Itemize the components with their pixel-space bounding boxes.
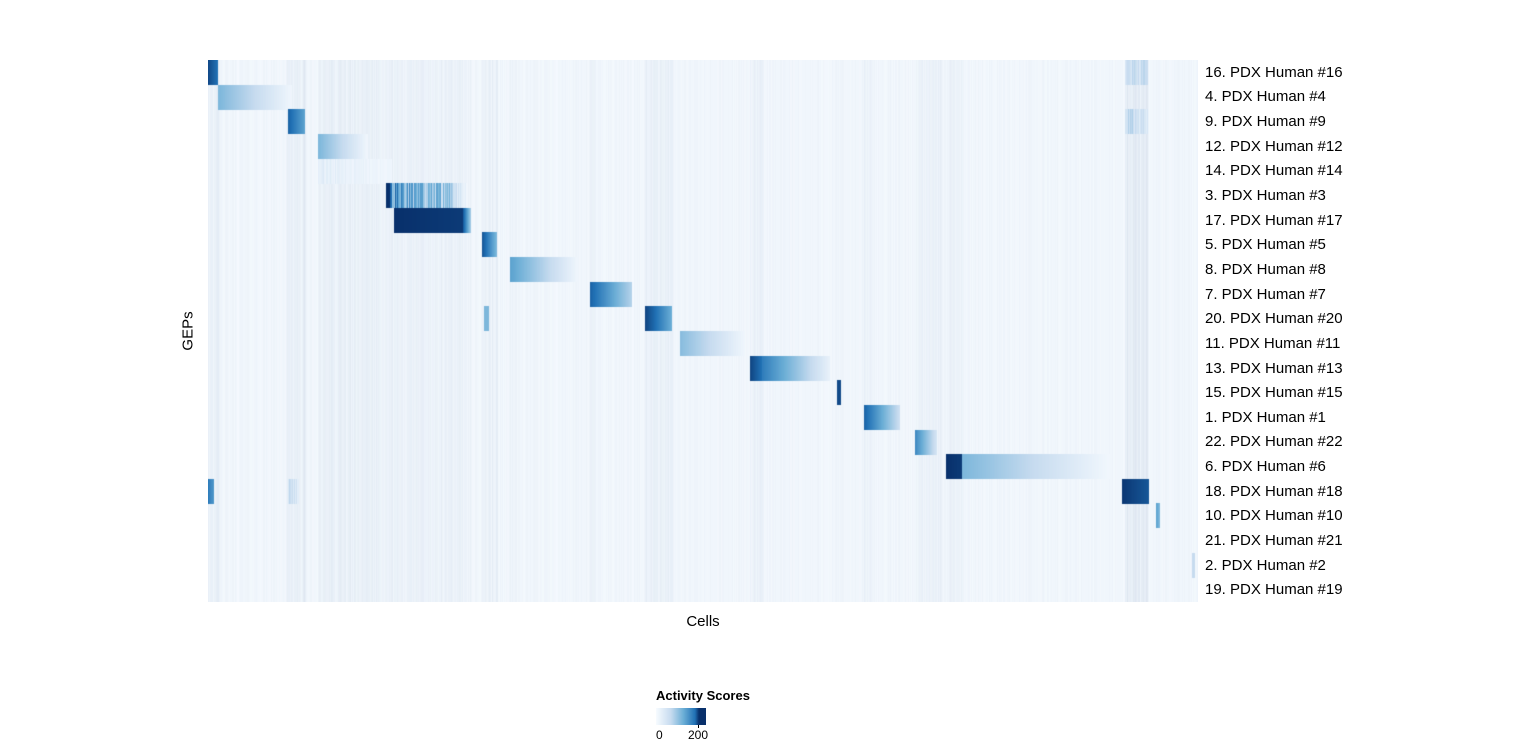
row-label: 16. PDX Human #16 (1205, 63, 1343, 81)
legend-ticks: 0 200 (656, 728, 709, 743)
row-label: 22. PDX Human #22 (1205, 433, 1343, 451)
row-label: 10. PDX Human #10 (1205, 507, 1343, 525)
y-axis-label: GEPs (179, 311, 197, 351)
row-label: 13. PDX Human #13 (1205, 359, 1343, 377)
row-label: 1. PDX Human #1 (1205, 408, 1326, 426)
legend-tick-max: 200 (687, 728, 709, 742)
row-label: 6. PDX Human #6 (1205, 458, 1326, 476)
row-label: 17. PDX Human #17 (1205, 211, 1343, 229)
row-label: 20. PDX Human #20 (1205, 310, 1343, 328)
row-label: 2. PDX Human #2 (1205, 556, 1326, 574)
row-label: 4. PDX Human #4 (1205, 88, 1326, 106)
row-label: 14. PDX Human #14 (1205, 162, 1343, 180)
legend-title: Activity Scores (656, 688, 750, 703)
row-label: 21. PDX Human #21 (1205, 531, 1343, 549)
row-label: 9. PDX Human #9 (1205, 113, 1326, 131)
heatmap-canvas (208, 60, 1198, 602)
row-label: 7. PDX Human #7 (1205, 285, 1326, 303)
row-label: 15. PDX Human #15 (1205, 384, 1343, 402)
legend-colorbar (656, 708, 706, 728)
row-labels: 16. PDX Human #16 4. PDX Human #4 9. PDX H… (1205, 60, 1405, 602)
row-label: 5. PDX Human #5 (1205, 236, 1326, 254)
row-label: 12. PDX Human #12 (1205, 137, 1343, 155)
row-label: 18. PDX Human #18 (1205, 482, 1343, 500)
row-label: 8. PDX Human #8 (1205, 260, 1326, 278)
legend-tick-mark (698, 725, 699, 728)
legend-tick-min: 0 (656, 728, 663, 742)
row-label: 19. PDX Human #19 (1205, 581, 1343, 599)
row-label: 3. PDX Human #3 (1205, 187, 1326, 205)
x-axis-label: Cells (686, 613, 720, 630)
row-label: 11. PDX Human #11 (1205, 334, 1341, 352)
legend: Activity Scores 0 200 (656, 688, 796, 743)
